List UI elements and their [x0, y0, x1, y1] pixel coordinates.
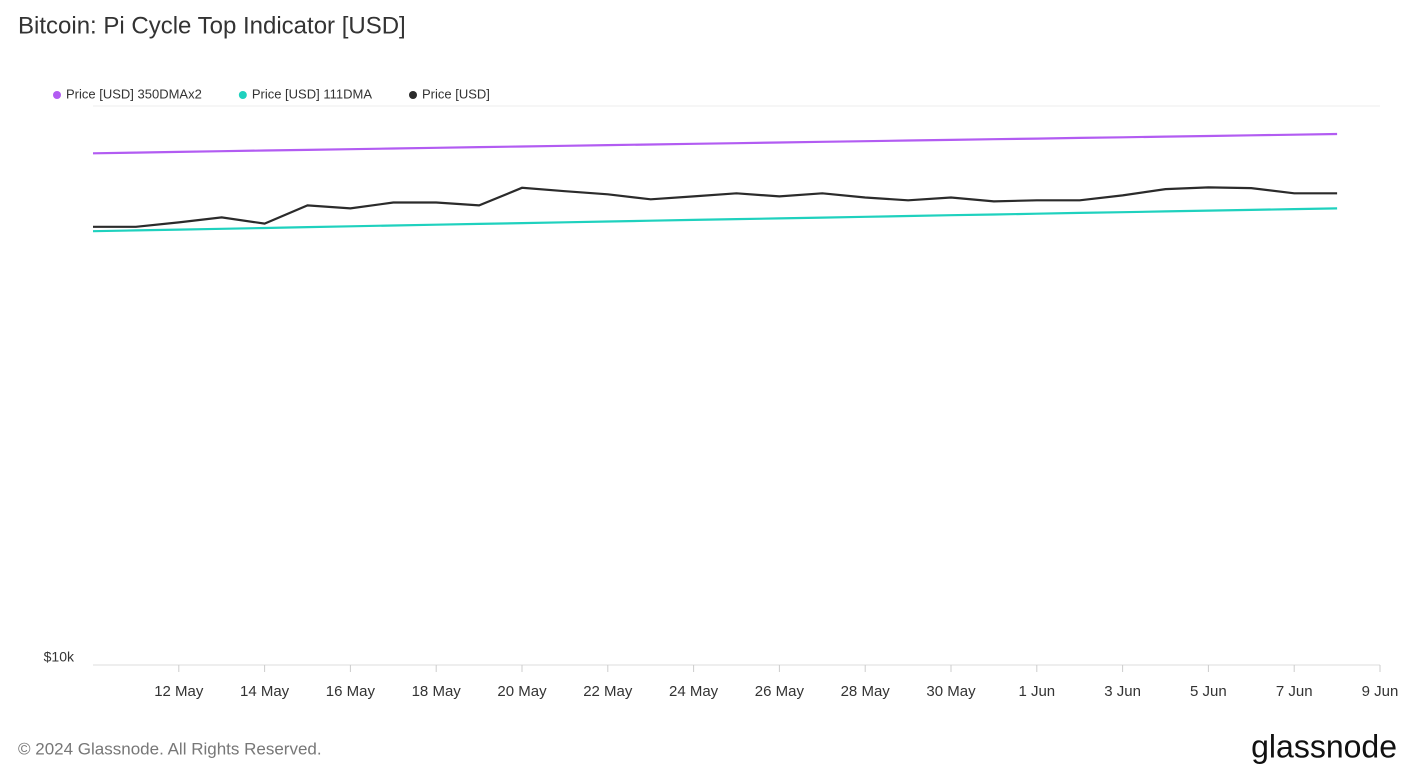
legend-label: Price [USD] 350DMAx2: [66, 86, 202, 101]
x-tick-label: 30 May: [926, 683, 976, 700]
x-tick-label: 5 Jun: [1190, 683, 1227, 700]
series-line: [93, 186, 1338, 228]
x-tick-label: 22 May: [583, 683, 633, 700]
legend-marker: [238, 91, 247, 99]
x-tick-label: 18 May: [412, 683, 462, 700]
x-tick-label: 16 May: [326, 683, 376, 700]
x-tick-label: 20 May: [497, 683, 547, 700]
brand-logo: glassnode: [1251, 728, 1397, 764]
x-tick-label: 28 May: [841, 683, 891, 700]
copyright: © 2024 Glassnode. All Rights Reserved.: [18, 739, 322, 758]
x-tick-label: 24 May: [669, 683, 719, 700]
chart-title: Bitcoin: Pi Cycle Top Indicator [USD]: [18, 12, 406, 39]
x-tick-label: 12 May: [154, 683, 204, 700]
legend-marker: [53, 91, 61, 99]
x-tick-label: 9 Jun: [1362, 683, 1399, 700]
x-tick-label: 3 Jun: [1104, 683, 1141, 700]
series-line: [92, 132, 1338, 155]
y-tick-label: $10k: [44, 649, 75, 665]
series-line: [92, 207, 1338, 233]
legend-label: Price [USD]: [422, 86, 490, 101]
x-tick-label: 7 Jun: [1276, 683, 1313, 700]
legend-label: Price [USD] 111DMA: [252, 86, 372, 101]
x-tick-label: 14 May: [240, 683, 290, 700]
x-tick-label: 1 Jun: [1018, 683, 1055, 700]
x-tick-label: 26 May: [755, 683, 805, 700]
legend-marker: [409, 91, 417, 99]
